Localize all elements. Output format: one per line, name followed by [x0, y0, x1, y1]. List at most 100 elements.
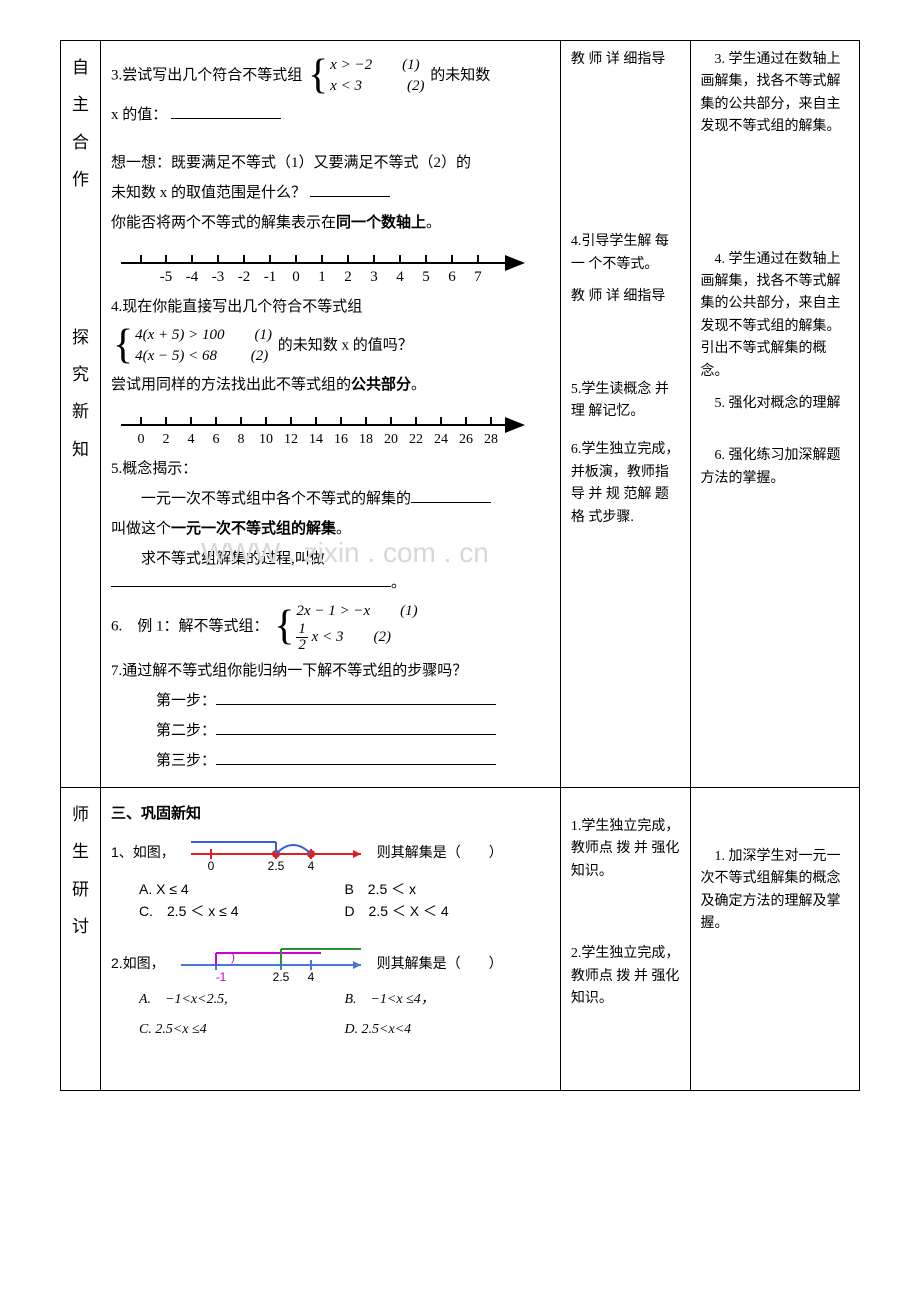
q5-l3c: 。	[336, 521, 351, 537]
sys1-l1: x > −2 (1)	[330, 57, 419, 73]
r3q2-stem-a: 2.如图，	[111, 952, 165, 974]
frac-den: 2	[296, 638, 308, 653]
q4-l1: 4.现在你能直接写出几个符合不等式组	[111, 295, 550, 319]
method-5: 5.学生读概念 并 理 解记忆。	[571, 379, 680, 424]
fig-q2-a: 2.5	[272, 970, 289, 983]
r3q1-optB: B 2.5 ＜ x	[344, 878, 549, 900]
svg-text:14: 14	[309, 432, 323, 447]
r3q1-optA: A. X ≤ 4	[139, 878, 344, 900]
left-brace-icon-2: {	[113, 329, 133, 363]
q5-l3b: 一元一次不等式组的解集	[171, 521, 336, 537]
intent-3: 3. 学生通过在数轴上画解集，找各不等式解集的公共部分，来自主发现不等式组的解集…	[701, 49, 849, 139]
step-3: 第三步：	[111, 749, 550, 773]
q5-l4-text: 求不等式组解集的过程,叫做	[141, 551, 325, 567]
think-l3a: 你能否将两个不等式的解集表示在	[111, 215, 336, 231]
sys3-l2: 12 x < 3 (2)	[296, 629, 391, 645]
svg-text:6: 6	[212, 432, 219, 447]
method-cell-3: 1.学生独立完成，教师点 拨 并 强化知识。 2.学生独立完成，教师点 拨 并 …	[560, 788, 690, 1091]
left-brace-icon: {	[308, 59, 328, 93]
svg-text:-4: -4	[186, 269, 199, 285]
svg-text:10: 10	[259, 432, 273, 447]
intent-6: 6. 强化练习加深解题方法的掌握。	[701, 445, 849, 490]
think-l1: 想一想：既要满足不等式（1）又要满足不等式（2）的	[111, 151, 550, 175]
q5-l3a: 叫做这个	[111, 521, 171, 537]
svg-text:2: 2	[162, 432, 169, 447]
r3q2-optD: D. 2.5<x<4	[344, 1019, 549, 1041]
label-text-3: 师 生 研 讨	[71, 796, 90, 946]
method-6: 6.学生独立完成，并板演，教师指导 并 规 范解 题 格 式步骤.	[571, 439, 680, 529]
r3q2-stem-b: 则其解集是（ ）	[377, 952, 503, 974]
svg-text:-1: -1	[264, 269, 277, 285]
q5-l3: 叫做这个一元一次不等式组的解集。	[111, 517, 550, 541]
intent-cell-1: 3. 学生通过在数轴上画解集，找各不等式解集的公共部分，来自主发现不等式组的解集…	[690, 41, 859, 788]
method-cell-1: 教 师 详 细指导 4.引导学生解 每 一 个不等式。 教 师 详 细指导 5.…	[560, 41, 690, 788]
fig-q1: 0 2.5 4	[181, 832, 371, 872]
r3-method-1: 1.学生独立完成，教师点 拨 并 强化知识。	[571, 816, 680, 883]
sys3-l2c: x < 3 (2)	[312, 629, 391, 645]
system-2: { 4(x + 5) > 100 (1) 4(x − 5) < 68 (2)	[113, 325, 272, 367]
think-l2-text: 未知数 x 的取值范围是什么？	[111, 185, 306, 201]
content-cell-3: 三、巩固新知 1、如图， 0 2.5 4 则其解集是（ ） A.	[100, 788, 560, 1091]
step-2: 第二步：	[111, 719, 550, 743]
svg-text:7: 7	[474, 269, 482, 285]
method-3: 教 师 详 细指导	[571, 49, 680, 71]
q5-l4-end: 。	[391, 575, 406, 591]
svg-text:8: 8	[237, 432, 244, 447]
r3q1-optC: C. 2.5 ＜ x ≤ 4	[139, 900, 344, 922]
q5-l2-text: 一元一次不等式组中各个不等式的解集的	[141, 491, 411, 507]
r3-q2: 2.如图， -1 ) 2.5 4 则其解集是（ ）	[111, 943, 550, 983]
q4-sys: { 4(x + 5) > 100 (1) 4(x − 5) < 68 (2) 的…	[111, 325, 550, 367]
q3-prefix: 3.尝试写出几个符合不等式组	[111, 67, 302, 83]
q3: 3.尝试写出几个符合不等式组 { x > −2 (1) x < 3 (2) 的未…	[111, 55, 550, 97]
blank-2	[310, 182, 390, 197]
sys3-l1: 2x − 1 > −x (1)	[296, 603, 417, 619]
fig-q2-paren: )	[231, 950, 235, 964]
q4-l3: 尝试用同样的方法找出此不等式组的公共部分。	[111, 373, 550, 397]
svg-text:16: 16	[334, 432, 348, 447]
r3q1-stem-a: 1、如图，	[111, 841, 175, 863]
r3-method-2: 2.学生独立完成，教师点 拨 并 强化知识。	[571, 943, 680, 1010]
r3q2-optA: A. −1<x<2.5,	[139, 989, 344, 1011]
svg-text:6: 6	[448, 269, 456, 285]
fig-q1-b: 4	[307, 859, 314, 872]
svg-text:24: 24	[434, 432, 448, 447]
fig-q1-zero: 0	[207, 859, 214, 872]
system-3: { 2x − 1 > −x (1) 12 x < 3 (2)	[274, 601, 417, 653]
q4-l3c: 。	[411, 377, 426, 393]
svg-text:12: 12	[284, 432, 298, 447]
method-4a: 4.引导学生解 每 一 个不等式。	[571, 231, 680, 276]
label-text-1: 自 主 合 作	[71, 49, 90, 199]
sys1-l2: x < 3 (2)	[330, 78, 424, 94]
svg-text:0: 0	[292, 269, 300, 285]
svg-text:1: 1	[318, 269, 326, 285]
svg-text:5: 5	[422, 269, 430, 285]
svg-text:22: 22	[409, 432, 423, 447]
step2-label: 第二步：	[156, 723, 216, 739]
svg-text:4: 4	[396, 269, 404, 285]
section-label-1: 自 主 合 作 探 究 新 知	[61, 41, 101, 788]
svg-text:2: 2	[344, 269, 352, 285]
think-l2: 未知数 x 的取值范围是什么？	[111, 181, 550, 205]
intent-4: 4. 学生通过在数轴上画解集，找各不等式解集的公共部分，来自主发现不等式组的解集…	[701, 249, 849, 383]
svg-text:-3: -3	[212, 269, 225, 285]
number-line-1: -5-4-3-2-101234567	[111, 241, 531, 287]
think-l3c: 。	[426, 215, 441, 231]
q6: 6. 例 1：解不等式组： { 2x − 1 > −x (1) 12 x < 3…	[111, 601, 550, 653]
label-text-2: 探 究 新 知	[71, 319, 90, 469]
sys2-l2: 4(x − 5) < 68 (2)	[135, 348, 268, 364]
q5-l1: 5.概念揭示：	[111, 457, 550, 481]
q6-l1: 6. 例 1：解不等式组：	[111, 618, 269, 634]
r3q2-optC: C. 2.5<x ≤4	[139, 1019, 344, 1041]
r3q1-opts: A. X ≤ 4B 2.5 ＜ x C. 2.5 ＜ x ≤ 4D 2.5 ＜ …	[111, 878, 550, 923]
fig-q1-a: 2.5	[267, 859, 284, 872]
q4-l3b: 公共部分	[351, 377, 411, 393]
blank-step3	[216, 750, 496, 765]
svg-text:3: 3	[370, 269, 378, 285]
intent-5: 5. 强化对概念的理解	[701, 393, 849, 415]
system-1: { x > −2 (1) x < 3 (2)	[308, 55, 424, 97]
r3-intent: 1. 加深学生对一元一次不等式组解集的概念及确定方法的理解及掌握。	[701, 846, 849, 936]
blank-1	[171, 104, 281, 119]
svg-text:4: 4	[187, 432, 194, 447]
frac-num: 1	[296, 622, 308, 638]
q5-l2: 一元一次不等式组中各个不等式的解集的	[111, 487, 550, 511]
